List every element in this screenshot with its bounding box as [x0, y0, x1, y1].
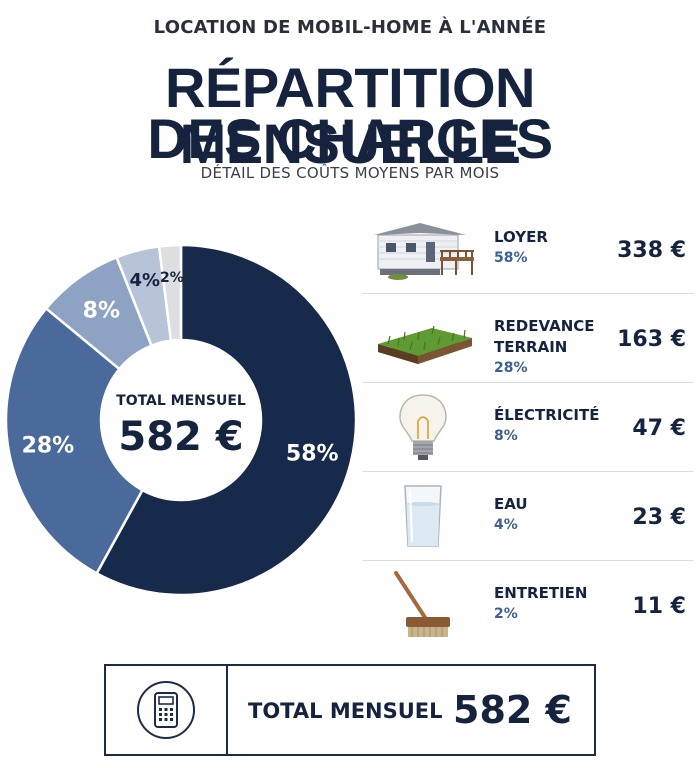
legend-percent: 2% — [494, 606, 518, 622]
calculator-icon — [137, 681, 195, 739]
donut-slice-labels: 58% 28% 8% 4% 2% — [22, 270, 339, 467]
broom-icon — [394, 571, 450, 637]
grass-plot-icon — [378, 325, 472, 364]
slice-percent-label: 8% — [83, 298, 120, 323]
center-value: 582 € — [118, 414, 243, 460]
subtitle: DÉTAIL DES COÛTS MOYENS PAR MOIS — [200, 164, 500, 182]
water-glass-icon — [404, 485, 442, 547]
slice-percent-label: 2% — [160, 270, 184, 286]
legend-label: ENTRETIEN — [494, 584, 588, 602]
slice-percent-label: 4% — [130, 270, 161, 291]
total-value: 582 € — [453, 688, 572, 732]
page-title-line-2: DES CHARGES — [147, 107, 553, 170]
mobile-home-icon — [374, 223, 474, 280]
legend-row: LOYER 58% 338 € — [362, 205, 694, 294]
legend: LOYER 58% 338 € REDEVANCE TERRAIN 28% 16… — [362, 205, 694, 649]
legend-amount: 163 € — [617, 327, 686, 352]
supertitle: LOCATION DE MOBIL-HOME À L'ANNÉE — [153, 17, 547, 38]
light-bulb-icon — [399, 394, 447, 460]
donut-slices — [4, 243, 358, 597]
page-title-line-1: RÉPARTITION MENSUELLE — [165, 56, 535, 175]
legend-label: ÉLECTRICITÉ — [494, 406, 600, 424]
slice-percent-label: 58% — [286, 442, 339, 467]
legend-percent: 8% — [494, 428, 518, 444]
legend-row: REDEVANCE TERRAIN 28% 163 € — [362, 294, 694, 383]
legend-label: LOYER — [494, 228, 548, 246]
legend-label: REDEVANCE TERRAIN — [494, 317, 595, 356]
legend-percent: 28% — [494, 360, 528, 376]
legend-amount: 11 € — [632, 594, 686, 619]
legend-percent: 58% — [494, 250, 528, 266]
legend-amount: 338 € — [617, 238, 686, 263]
legend-amount: 47 € — [632, 416, 686, 441]
total-summary-box: TOTAL MENSUEL 582 € — [104, 664, 596, 756]
legend-row: ÉLECTRICITÉ 8% 47 € — [362, 383, 694, 472]
total-label: TOTAL MENSUEL — [248, 699, 443, 723]
legend-percent: 4% — [494, 517, 518, 533]
legend-row: EAU 4% 23 € — [362, 472, 694, 561]
legend-row: ENTRETIEN 2% 11 € — [362, 561, 694, 649]
legend-label: EAU — [494, 495, 528, 513]
center-caption: TOTAL MENSUEL — [116, 393, 246, 409]
total-divider — [226, 666, 228, 754]
donut-hole — [101, 340, 261, 500]
slice-percent-label: 28% — [22, 433, 75, 458]
donut-chart: 58% 28% 8% 4% 2% TOTAL MENSUEL 582 € — [4, 243, 358, 597]
legend-amount: 23 € — [632, 505, 686, 530]
